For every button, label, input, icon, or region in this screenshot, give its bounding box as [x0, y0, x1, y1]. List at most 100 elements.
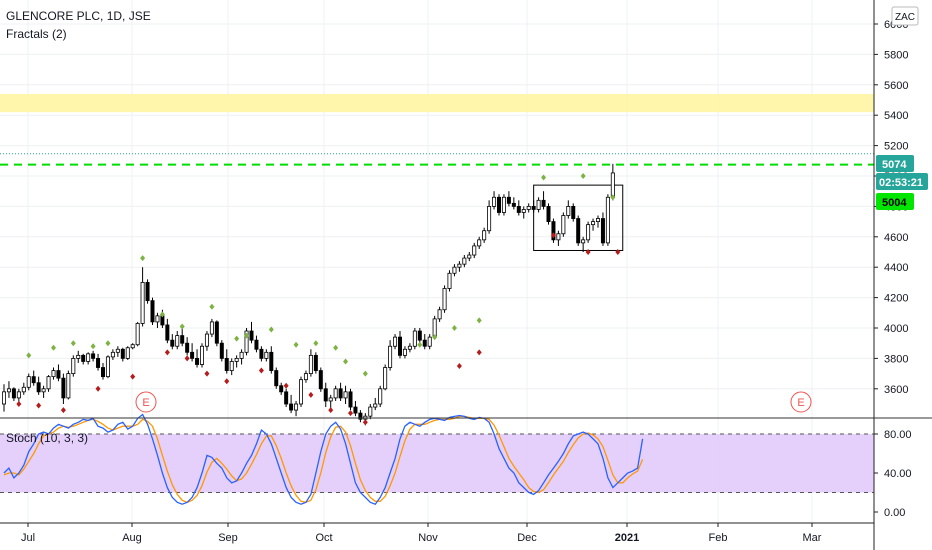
candle — [368, 404, 373, 420]
candle-body — [581, 239, 586, 244]
fractal-up-marker — [362, 370, 368, 377]
fractal-down-marker — [456, 363, 462, 369]
candle — [576, 215, 581, 246]
candle-body — [185, 342, 190, 353]
price-tick-label: 4000 — [884, 323, 908, 335]
event-marker[interactable]: E — [135, 391, 157, 413]
candle — [209, 318, 214, 338]
fractal-up-marker — [70, 340, 76, 347]
candle — [477, 236, 482, 249]
candle-body — [209, 321, 214, 335]
candle — [180, 328, 185, 347]
fractal-down-marker — [476, 349, 482, 356]
candle-body — [31, 376, 36, 384]
candle — [56, 364, 61, 382]
candle-body — [101, 367, 106, 378]
fractal-up-marker — [610, 194, 616, 201]
fractal-up-marker — [179, 323, 185, 330]
candle — [130, 343, 135, 350]
candle-body — [6, 388, 11, 393]
candle-body — [145, 281, 150, 302]
candle — [86, 352, 91, 365]
countdown-tag: 02:53:21 — [876, 173, 928, 190]
symbol-title[interactable]: GLENCORE PLC, 1D, JSE — [6, 9, 151, 23]
candle-body — [125, 347, 130, 359]
stoch-tick-label: 40.00 — [884, 468, 912, 480]
stoch-label[interactable]: Stoch (10, 3, 3) — [6, 431, 88, 445]
candle — [41, 385, 46, 398]
time-tick-label: Oct — [315, 532, 332, 544]
time-tick-label: Feb — [709, 532, 728, 544]
event-label: E — [797, 397, 804, 409]
stoch-tick-label: 80.00 — [884, 429, 912, 441]
time-tick-label: Aug — [122, 532, 142, 544]
candle — [11, 387, 16, 401]
candle — [284, 388, 289, 408]
candle-body — [348, 391, 353, 408]
price-tick-label: 3600 — [884, 384, 908, 396]
fractal-up-marker — [417, 341, 423, 348]
fractal-down-marker — [550, 232, 556, 239]
candle-body — [91, 353, 96, 359]
last-price-value: 5074 — [882, 159, 907, 171]
candle-body — [249, 330, 254, 341]
candle — [378, 385, 383, 408]
candle-body — [51, 370, 56, 378]
candle — [204, 331, 209, 351]
candle-body — [437, 309, 442, 320]
time-axis[interactable]: Jul Aug Sep Oct Nov Dec 2021 Feb Mar — [21, 523, 822, 544]
candle-body — [26, 376, 31, 388]
candle-body — [86, 353, 91, 362]
candle — [279, 382, 284, 395]
event-label: E — [142, 397, 149, 409]
candle-body — [546, 205, 551, 222]
candle-body — [402, 348, 407, 356]
fractal-down-marker — [585, 249, 591, 255]
candle — [452, 264, 457, 277]
event-marker[interactable]: E — [790, 391, 812, 413]
candle — [531, 200, 536, 213]
candle-body — [511, 202, 516, 207]
candle — [338, 382, 343, 401]
fractal-up-marker — [476, 317, 482, 324]
candle-body — [501, 196, 506, 213]
candles-layer — [2, 163, 615, 426]
range-box[interactable] — [533, 184, 624, 251]
candle — [2, 384, 7, 412]
fractal-up-marker — [268, 326, 274, 333]
stoch-axis[interactable]: 80.00 40.00 0.00 — [874, 429, 912, 519]
candle — [71, 355, 76, 377]
candle-body — [596, 218, 601, 222]
candle — [96, 353, 101, 371]
countdown-value: 02:53:21 — [879, 177, 923, 189]
candle-body — [452, 266, 457, 274]
candle — [190, 343, 195, 362]
candle-body — [323, 388, 328, 402]
candle — [353, 400, 358, 417]
candle-body — [482, 230, 487, 241]
fractal-up-marker — [541, 174, 547, 181]
candle — [511, 197, 516, 210]
stoch-band — [0, 434, 874, 493]
candle-body — [294, 403, 299, 411]
candle-body — [279, 385, 284, 393]
candle — [254, 335, 259, 353]
fractal-up-marker — [343, 358, 349, 365]
fractal-down-marker — [348, 410, 353, 417]
fractal-down-marker — [36, 402, 42, 409]
fractal-down-marker — [60, 407, 66, 414]
currency-button[interactable]: ZAC — [891, 6, 919, 26]
candle-body — [591, 221, 596, 226]
candle — [605, 194, 610, 246]
indicator-label[interactable]: Fractals (2) — [6, 27, 67, 41]
candle — [586, 221, 591, 243]
candle-body — [214, 321, 219, 344]
stoch-k-line — [3, 413, 644, 505]
candle — [388, 340, 393, 371]
candle — [244, 328, 249, 356]
candle — [214, 320, 219, 347]
candle — [397, 331, 402, 359]
candle — [101, 362, 106, 380]
candle-body — [140, 281, 145, 324]
